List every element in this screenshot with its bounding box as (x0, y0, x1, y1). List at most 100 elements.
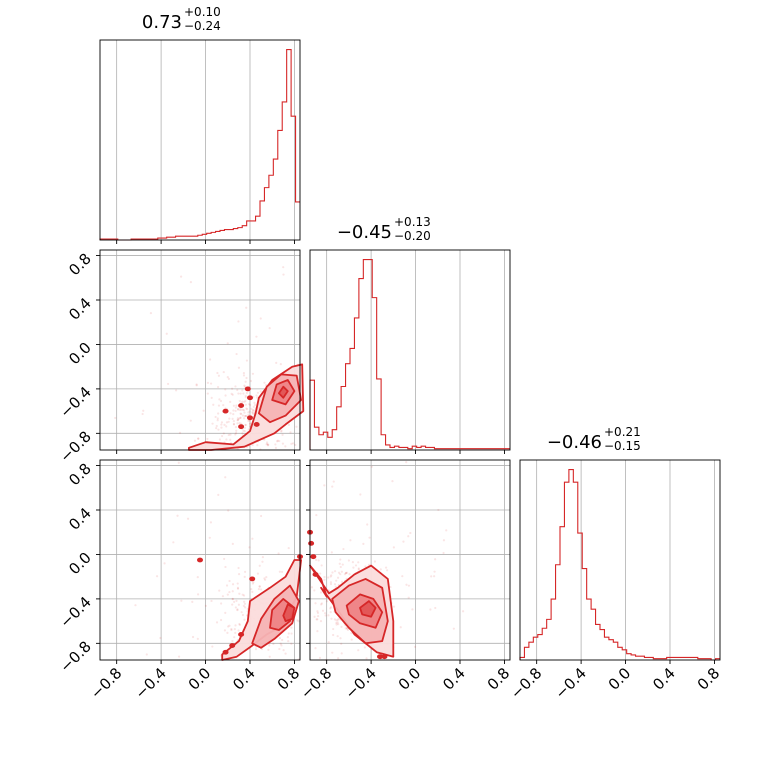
sample-point (228, 417, 231, 420)
histogram-bar (542, 628, 546, 660)
sample-point (223, 629, 227, 632)
sample-point (209, 521, 213, 524)
histogram-bar (368, 260, 372, 450)
sample-point (217, 428, 220, 431)
sample-point (234, 631, 237, 635)
sample-point (243, 570, 247, 573)
sample-point (261, 560, 264, 563)
sample-point (223, 557, 226, 561)
sample-point (210, 599, 213, 603)
sample-point (278, 647, 281, 651)
histogram-bar (556, 565, 560, 660)
sample-point (222, 403, 225, 407)
sample-point (240, 611, 243, 614)
histogram-bar (211, 232, 215, 240)
histogram-bar (618, 647, 622, 660)
sample-point (232, 404, 235, 407)
histogram-bar (184, 236, 188, 240)
sample-point (244, 380, 247, 383)
sample-point (212, 403, 215, 406)
density-contour (278, 385, 289, 399)
sample-point (313, 615, 316, 618)
histogram-title-plus: +0.10 (184, 5, 221, 19)
contour-island (312, 572, 319, 577)
sample-point (320, 564, 323, 567)
sample-point (462, 610, 465, 613)
histogram-title-minus: −0.15 (604, 439, 641, 453)
sample-point (253, 401, 256, 404)
sample-point (223, 423, 226, 426)
sample-point (272, 642, 275, 645)
sample-point (229, 438, 232, 441)
sample-point (335, 623, 338, 626)
histogram-bar (247, 221, 251, 240)
sample-point (233, 636, 236, 639)
histogram-bar (273, 159, 277, 240)
sample-point (282, 266, 285, 269)
sample-point (219, 618, 223, 622)
sample-point (197, 437, 200, 440)
sample-point (225, 421, 229, 424)
sample-point (243, 426, 247, 429)
sample-point (244, 606, 247, 609)
histogram-bar (627, 654, 631, 660)
sample-point (235, 429, 238, 432)
sample-point (251, 590, 254, 593)
sample-point (243, 414, 246, 418)
contour-island (308, 540, 315, 546)
sample-point (280, 644, 283, 647)
sample-point (411, 608, 414, 611)
sample-point (258, 585, 261, 588)
sample-point (236, 608, 239, 612)
sample-point (245, 306, 248, 309)
histogram-title-plus: +0.21 (604, 425, 641, 439)
histogram-bar (256, 216, 260, 240)
sample-point (214, 415, 217, 419)
sample-point (430, 575, 433, 578)
sample-point (236, 417, 239, 420)
sample-point (245, 407, 248, 410)
sample-point (386, 569, 389, 572)
sample-point (225, 584, 229, 587)
sample-point (234, 406, 237, 409)
sample-point (241, 408, 244, 411)
y-tick-label: −0.4 (56, 383, 94, 421)
sample-point (344, 571, 348, 575)
sample-point (189, 280, 193, 284)
sample-point (180, 599, 183, 602)
histogram-bar (604, 637, 608, 660)
sample-point (149, 312, 153, 315)
sample-point (323, 484, 326, 487)
axes-frame (519, 459, 721, 661)
sample-point (405, 583, 408, 586)
sample-point (196, 637, 199, 640)
sample-point (324, 614, 327, 617)
sample-point (314, 647, 317, 650)
histogram-bar (310, 380, 314, 450)
histogram-bar (229, 230, 233, 240)
sample-point (252, 581, 255, 584)
contour-island (238, 632, 245, 637)
sample-point (195, 384, 198, 387)
sample-point (248, 402, 251, 406)
contour-island (246, 395, 253, 401)
sample-point (345, 571, 349, 574)
sample-point (255, 394, 258, 397)
x-tick-label: −0.8 (507, 664, 545, 702)
sample-point (242, 604, 245, 607)
sample-point (232, 409, 235, 412)
sample-point (452, 627, 455, 630)
sample-point (331, 485, 334, 488)
sample-point (437, 508, 440, 512)
x-tick-label: −0.4 (341, 664, 379, 702)
sample-point (256, 391, 259, 394)
sample-point (225, 425, 228, 428)
sample-point (292, 442, 295, 445)
sample-point (220, 426, 223, 429)
histogram-step-line (99, 48, 300, 241)
sample-point (243, 417, 246, 420)
sample-point (209, 358, 212, 361)
sample-point (215, 424, 218, 428)
sample-point (241, 414, 245, 417)
sample-point (333, 570, 337, 573)
